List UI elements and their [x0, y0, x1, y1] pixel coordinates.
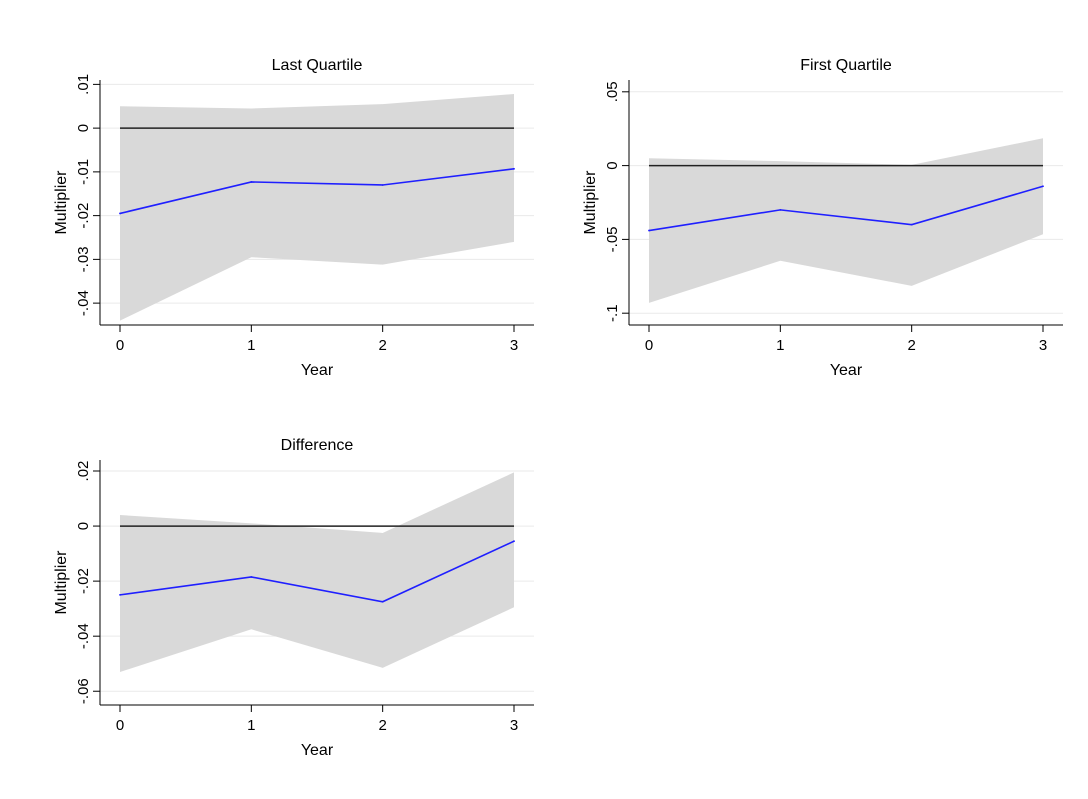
chart-0-series-point-0-3	[513, 167, 515, 170]
chart-2-y-tick-label-0: .02	[75, 461, 92, 482]
chart-0-y-tick-label-2: -.01	[75, 159, 92, 185]
chart-1-series-line-0	[648, 185, 1044, 232]
chart-0-x-tick-label-3: 3	[510, 337, 518, 354]
chart-1-y-tick-label-3: -.1	[604, 304, 621, 322]
chart-1-series-point-0-0	[648, 229, 650, 232]
chart-2-x-tick-label-3: 3	[510, 717, 518, 734]
chart-2-series-point-0-2	[381, 600, 384, 603]
chart-0-y-tick-label-3: -.02	[75, 203, 92, 229]
chart-2-series-point-0-3	[513, 540, 515, 543]
chart-0-y-tick-label-5: -.04	[75, 290, 92, 316]
chart-0-series-line-0	[119, 168, 515, 215]
chart-2-series-line-0	[119, 540, 515, 603]
chart-1-series-point-0-2	[910, 223, 913, 226]
chart-2-x-tick-label-0: 0	[116, 717, 124, 734]
chart-0-series-point-0-2	[381, 184, 384, 186]
chart-0-series-point-0-1	[250, 181, 253, 183]
chart-2-y-tick-label-1: 0	[75, 522, 92, 530]
chart-2-title: Difference	[281, 437, 354, 454]
chart-0-y-tick-label-0: .01	[75, 74, 92, 95]
chart-2-y-tick-label-3: -.04	[75, 623, 92, 649]
chart-1-y-label: Multiplier	[582, 170, 599, 235]
chart-0-series-point-0-0	[119, 212, 121, 215]
chart-0-title: Last Quartile	[272, 57, 363, 74]
chart-2-x-tick-label-1: 1	[247, 717, 255, 734]
chart-0-x-tick-label-2: 2	[378, 337, 386, 354]
chart-2-series-point-0-1	[250, 576, 253, 578]
chart-0-y-tick-label-4: -.03	[75, 246, 92, 272]
chart-0-x-tick-label-0: 0	[116, 337, 124, 354]
chart-1-y-tick-label-1: 0	[604, 161, 621, 169]
chart-1-x-tick-label-3: 3	[1039, 337, 1047, 354]
chart-1-x-tick-label-0: 0	[645, 337, 653, 354]
chart-1-series-point-0-1	[779, 208, 782, 211]
chart-1-x-tick-label-2: 2	[907, 337, 915, 354]
chart-2-y-tick-label-4: -.06	[75, 678, 92, 704]
chart-2-y-label: Multiplier	[53, 550, 70, 615]
chart-0-x-tick-label-1: 1	[247, 337, 255, 354]
chart-1-x-label: Year	[830, 362, 863, 379]
chart-0-confidence-band	[120, 94, 514, 321]
chart-1-y-tick-label-0: .05	[604, 81, 621, 102]
chart-1-x-tick-label-1: 1	[776, 337, 784, 354]
chart-1-series-point-0-3	[1042, 185, 1044, 188]
chart-1-y-tick-label-2: -.05	[604, 226, 621, 252]
chart-1-title: First Quartile	[800, 57, 892, 74]
chart-2-series-point-0-0	[119, 593, 121, 596]
chart-0-x-label: Year	[301, 362, 334, 379]
chart-2-x-label: Year	[301, 742, 334, 759]
chart-0-y-tick-label-1: 0	[75, 124, 92, 132]
chart-0-y-label: Multiplier	[53, 170, 70, 235]
chart-2-y-tick-label-2: -.02	[75, 568, 92, 594]
chart-2-confidence-band	[120, 472, 514, 672]
chart-2-x-tick-label-2: 2	[378, 717, 386, 734]
chart-1-confidence-band	[649, 138, 1043, 303]
